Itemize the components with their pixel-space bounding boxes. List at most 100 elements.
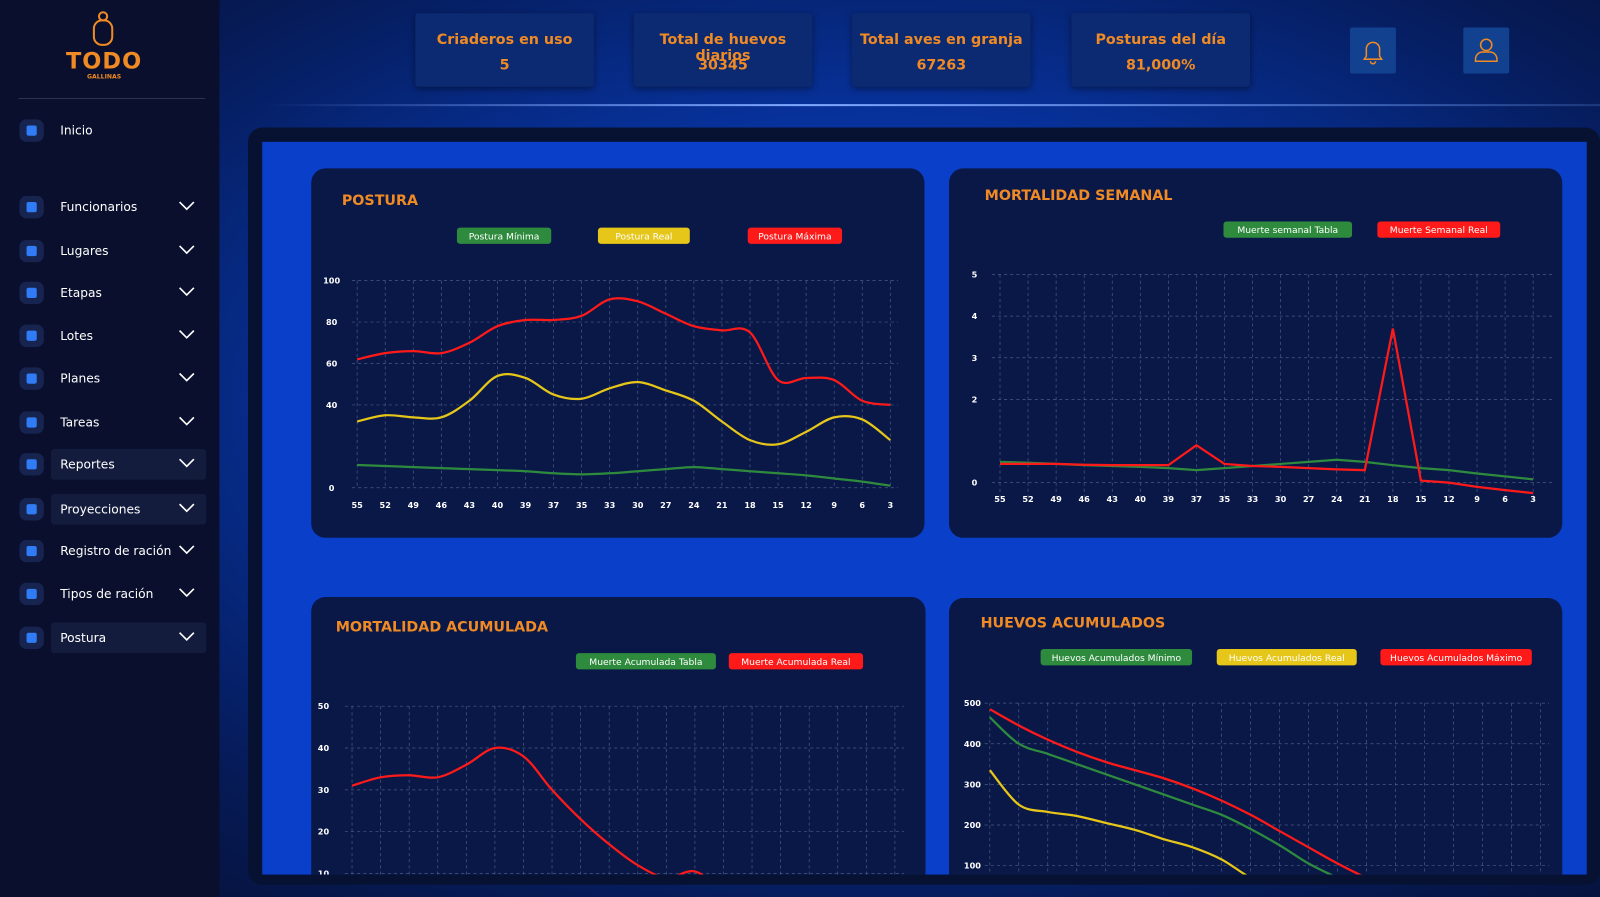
x-tick-label: 9 [831, 500, 837, 510]
menu-item[interactable]: Etapas [0, 278, 214, 309]
menu-item[interactable]: Tipos de ración [0, 579, 214, 610]
user-button[interactable] [1463, 27, 1510, 74]
menu-label: Lotes [60, 328, 94, 343]
x-tick-label: 12 [800, 500, 811, 510]
series-line [356, 372, 891, 446]
x-tick-label: 6 [1502, 494, 1508, 504]
chevron [179, 458, 195, 468]
chevron [179, 201, 195, 211]
kpi-value: 81,000% [1125, 57, 1196, 74]
y-tick-label: 2 [972, 394, 978, 404]
legend-label: Postura Real [615, 231, 672, 242]
legend-swatch [1216, 649, 1357, 666]
kpi-label: Posturas del día [1095, 31, 1226, 48]
menu-label: Postura [60, 630, 107, 645]
chart-card [948, 168, 1563, 538]
menu-icon [19, 626, 44, 650]
y-tick-label: 80 [326, 317, 338, 327]
x-tick-label: 49 [408, 500, 420, 510]
x-tick-label: 21 [716, 500, 728, 510]
menu-item[interactable]: Planes [0, 363, 214, 394]
y-tick-label: 3 [972, 353, 978, 363]
menu-item[interactable]: Funcionarios [0, 192, 214, 223]
kpi-label: Criaderos en uso [436, 31, 573, 48]
legend-label: Muerte Acumulada Real [741, 657, 850, 668]
menu-icon [19, 239, 44, 263]
legend-swatch [597, 227, 690, 244]
legend-label: Muerte semanal Tabla [1237, 225, 1338, 236]
y-tick-label: 40 [326, 400, 338, 410]
kpi-card: Total aves en granja 67263 [852, 13, 1031, 87]
y-tick-label: 40 [318, 743, 330, 753]
legend-label: Huevos Acumulados Máximo [1390, 653, 1523, 664]
legend-swatch [747, 227, 843, 244]
menu-item[interactable]: Postura [0, 622, 214, 654]
y-tick-label: 4 [972, 311, 978, 321]
legend-label: Muerte Acumulada Tabla [589, 657, 702, 668]
menu-icon [19, 367, 44, 390]
menu-item[interactable]: Registro de ración [0, 536, 214, 567]
y-tick-label: 5 [972, 270, 978, 280]
x-tick-label: 6 [859, 500, 865, 510]
y-tick-label: 30 [318, 785, 330, 795]
legend-swatch [1040, 649, 1193, 666]
x-tick-label: 24 [688, 500, 700, 510]
legend-swatch [1380, 649, 1532, 666]
x-tick-label: 18 [1387, 494, 1399, 504]
legend-swatch [456, 227, 552, 244]
x-tick-label: 15 [772, 500, 784, 510]
x-tick-label: 35 [576, 500, 588, 510]
y-tick-label: 100 [964, 861, 981, 871]
x-tick-label: 9 [1474, 494, 1480, 504]
x-tick-label: 49 [1050, 494, 1062, 504]
logo-icon [92, 11, 114, 46]
legend-label: Postura Mínima [469, 231, 540, 242]
chart-card [948, 598, 1563, 875]
x-tick-label: 21 [1359, 494, 1371, 504]
menu-item[interactable]: Proyecciones [0, 493, 214, 525]
legend-label: Postura Máxima [758, 231, 831, 242]
y-tick-label: 200 [964, 820, 981, 830]
x-tick-label: 15 [1415, 494, 1427, 504]
x-tick-label: 55 [351, 500, 363, 510]
y-tick-label: 60 [326, 359, 338, 369]
menu-item[interactable]: Tareas [0, 407, 214, 438]
x-tick-label: 39 [1163, 494, 1175, 504]
icon-glyph [26, 125, 37, 136]
legend-swatch [1377, 221, 1501, 238]
menu-icon [19, 453, 44, 476]
y-tick-label: 400 [964, 739, 981, 749]
x-tick-label: 12 [1443, 494, 1454, 504]
y-tick-label: 0 [972, 478, 978, 488]
menu-icon [19, 119, 44, 142]
icon-glyph [26, 632, 37, 643]
highlight [51, 493, 207, 525]
menu-label: Tipos de ración [60, 586, 154, 602]
menu-label: Etapas [60, 285, 102, 301]
menu-item[interactable]: Lugares [0, 236, 214, 267]
chevron [179, 330, 195, 339]
series-line [989, 716, 1334, 875]
kpi-value: 30345 [698, 57, 748, 74]
legend-label: Huevos Acumulados Real [1229, 653, 1345, 664]
menu-label: Reportes [60, 457, 115, 472]
y-tick-label: 300 [964, 779, 981, 789]
menu-item[interactable]: Reportes [0, 449, 214, 480]
legend-swatch [575, 653, 716, 670]
x-tick-label: 24 [1331, 494, 1343, 504]
x-tick-label: 43 [464, 500, 476, 510]
chevron [179, 632, 195, 641]
icon-glyph [26, 330, 37, 341]
chart-title: MORTALIDAD SEMANAL [985, 188, 1173, 204]
menu-label: Inicio [60, 123, 93, 138]
menu-item[interactable]: Lotes [0, 320, 214, 351]
notifications-button[interactable] [1350, 27, 1396, 74]
legend-swatch [728, 653, 864, 670]
menu-icon [19, 411, 44, 434]
menu-item[interactable]: Inicio [0, 115, 214, 146]
x-tick-label: 46 [436, 500, 448, 510]
x-tick-label: 37 [548, 500, 560, 510]
series-line [1000, 328, 1534, 495]
